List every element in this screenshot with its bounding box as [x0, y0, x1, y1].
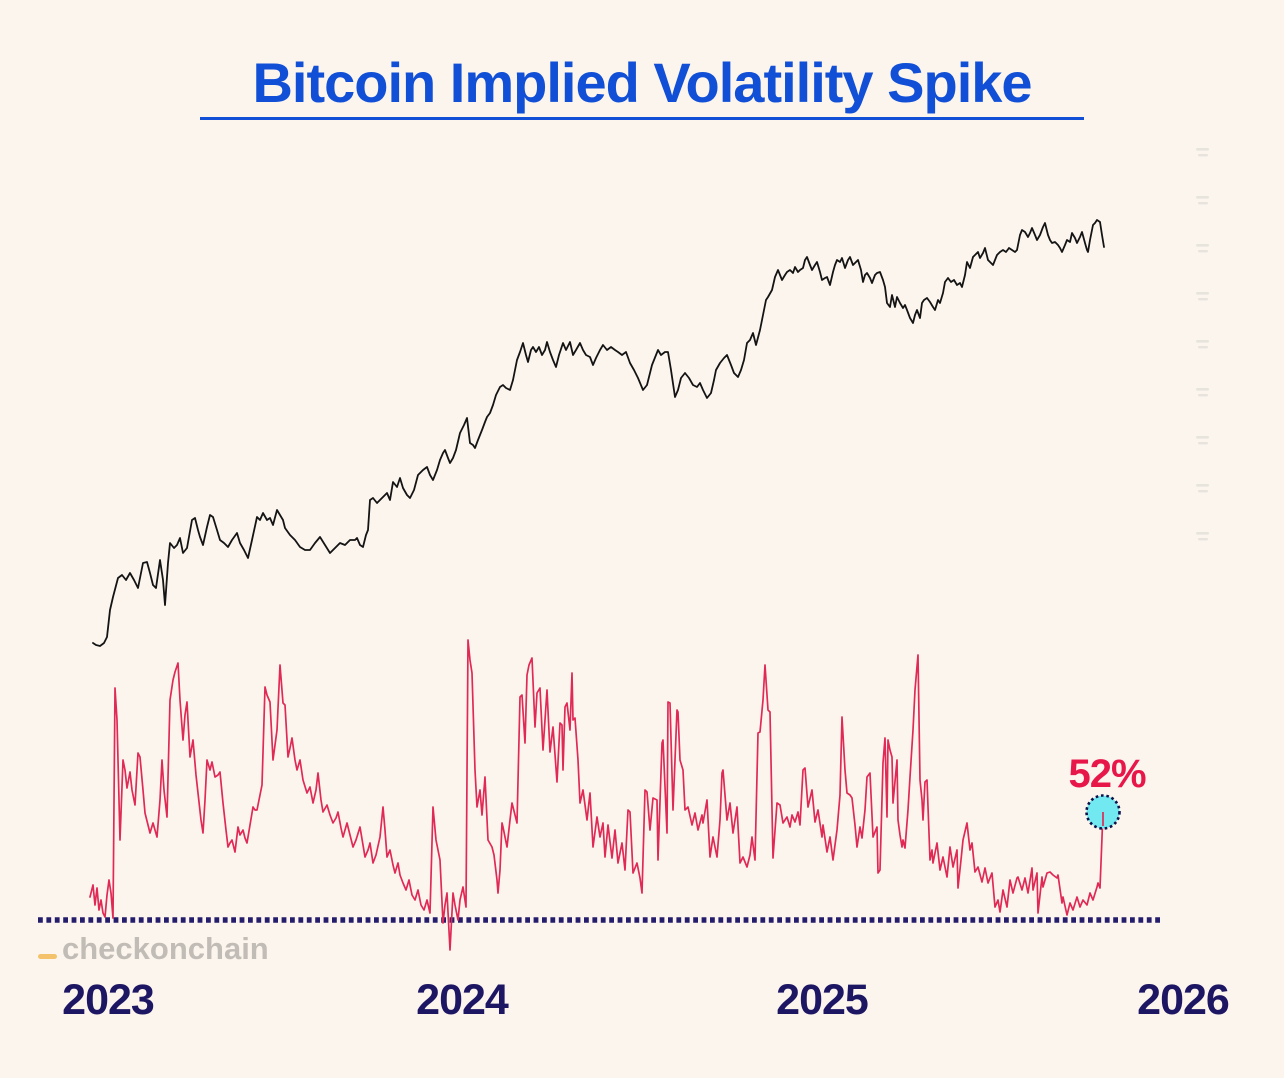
right-axis-mark: [1198, 298, 1208, 301]
right-axis-mark: [1196, 436, 1209, 439]
right-axis-mark: [1196, 148, 1209, 151]
right-axis-mark: [1196, 244, 1209, 247]
right-axis-mark: [1198, 490, 1208, 493]
right-axis-mark: [1198, 250, 1208, 253]
right-axis-mark: [1198, 538, 1208, 541]
series-line-btc-price: [92, 219, 1105, 647]
right-axis-mark: [1196, 292, 1209, 295]
watermark-dash-icon: [38, 953, 57, 959]
last-value-label: 52%: [1068, 752, 1146, 796]
right-axis-mark: [1196, 196, 1209, 199]
series-line-implied-volatility: [89, 639, 1104, 951]
x-axis-label-2025: 2025: [776, 976, 869, 1024]
right-axis-mark: [1196, 532, 1209, 535]
right-axis-mark: [1198, 442, 1208, 445]
x-axis-label-2024: 2024: [416, 976, 509, 1024]
right-axis-mark: [1198, 394, 1208, 397]
watermark: checkonchain: [38, 931, 269, 967]
page-title: Bitcoin Implied Volatility Spike: [252, 51, 1032, 114]
x-axis-label-2023: 2023: [62, 976, 155, 1024]
watermark-text: checkonchain: [62, 931, 269, 966]
right-axis-mark: [1198, 154, 1208, 157]
right-axis-mark: [1196, 484, 1209, 487]
right-axis-mark: [1198, 202, 1208, 205]
right-axis-mark: [1196, 388, 1209, 391]
x-axis-label-2026: 2026: [1137, 976, 1230, 1024]
right-axis-mark: [1196, 340, 1209, 343]
right-axis-mark: [1198, 346, 1208, 349]
title-underline: [200, 117, 1084, 120]
